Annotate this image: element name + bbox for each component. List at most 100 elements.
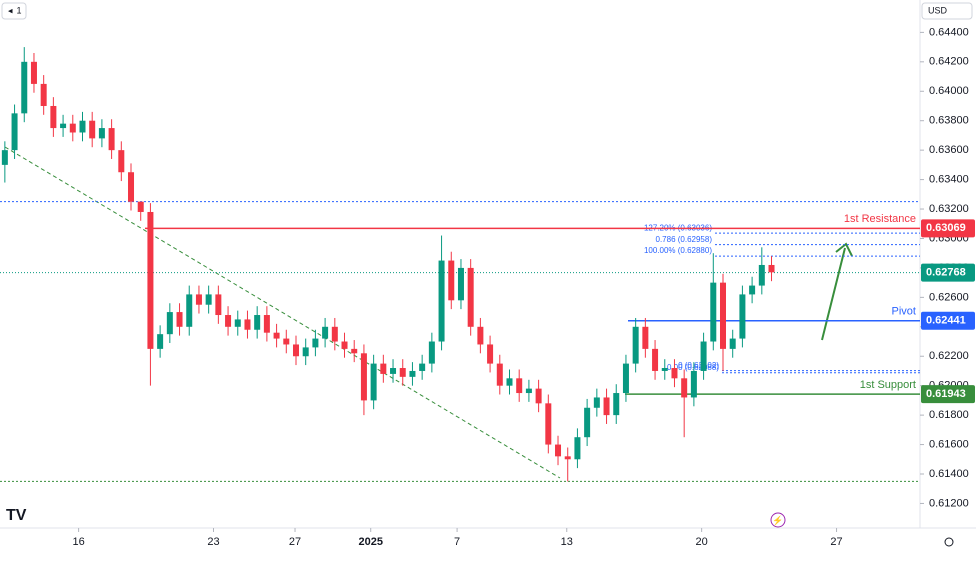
candle-body xyxy=(758,264,765,286)
candle-body xyxy=(729,338,736,349)
x-tick-label: 13 xyxy=(561,536,573,548)
x-tick-label: 27 xyxy=(289,536,301,548)
candle-body xyxy=(98,128,105,139)
y-tick-label: 0.64400 xyxy=(929,26,969,38)
settings-icon[interactable] xyxy=(944,537,954,547)
x-tick-label: 16 xyxy=(72,536,84,548)
y-tick-label: 0.63400 xyxy=(929,173,969,185)
candle-body xyxy=(215,294,222,316)
x-tick-label: 27 xyxy=(830,536,842,548)
candle-body xyxy=(671,368,678,379)
interval[interactable]: 1 xyxy=(16,5,21,15)
candle-body xyxy=(11,113,18,151)
level-value: 0.61943 xyxy=(926,388,966,400)
interval-box[interactable] xyxy=(1,2,27,20)
fib-label: 100.00% (0.62880) xyxy=(644,246,712,255)
y-tick-label: 0.64200 xyxy=(929,56,969,68)
fib-label: 0.786 (0.62958) xyxy=(656,235,713,244)
candle-body xyxy=(69,123,76,133)
y-tick-label: 0.63800 xyxy=(929,115,969,127)
candle-body xyxy=(564,456,571,460)
x-tick-label: 20 xyxy=(696,536,708,548)
level-box xyxy=(921,219,975,238)
fib-label: 0.00 (0.62088) xyxy=(667,363,719,372)
candle-body xyxy=(128,172,135,202)
candle-body xyxy=(273,332,280,339)
candle-body xyxy=(642,326,649,349)
y-tick-label: 0.61200 xyxy=(929,497,969,509)
candle-body xyxy=(506,378,513,386)
level-box xyxy=(921,311,975,330)
candle-body xyxy=(312,338,319,348)
y-tick-label: 0.62600 xyxy=(929,291,969,303)
candle-body xyxy=(283,338,290,345)
level-name: 1st Resistance xyxy=(844,213,916,225)
candle-body xyxy=(118,150,125,173)
current-price-box xyxy=(921,263,975,282)
event-icon-glyph: ⚡ xyxy=(772,514,783,526)
candle-body xyxy=(584,407,591,438)
candle-body xyxy=(205,294,212,305)
candle-body xyxy=(79,120,86,133)
candle-body xyxy=(448,260,455,301)
x-tick-label: 7 xyxy=(454,536,460,548)
candle-body xyxy=(710,282,717,342)
y-tick-label: 0.63600 xyxy=(929,144,969,156)
candle-body xyxy=(225,315,232,327)
candle-body xyxy=(739,294,746,339)
y-tick-label: 0.62200 xyxy=(929,350,969,362)
currency-box[interactable] xyxy=(921,2,973,20)
candle-body xyxy=(768,264,775,273)
candle-body xyxy=(166,312,173,335)
candle-body xyxy=(700,341,707,371)
candle-body xyxy=(89,120,96,139)
candle-body xyxy=(487,344,494,364)
candle-body xyxy=(535,388,542,404)
candle-body xyxy=(409,370,416,377)
candle-body xyxy=(477,326,484,345)
candle-body xyxy=(292,344,299,357)
candle-body xyxy=(244,319,251,330)
candle-body xyxy=(555,444,562,457)
candle-body xyxy=(438,260,445,342)
candle-body xyxy=(593,397,600,408)
candle-body xyxy=(719,282,726,349)
candle-body xyxy=(622,363,629,394)
candle-body xyxy=(467,267,474,327)
candle-body xyxy=(30,61,37,84)
current-price-value: 0.62768 xyxy=(926,267,966,279)
candle-body xyxy=(652,348,659,371)
candle-body xyxy=(603,397,610,416)
candle-body xyxy=(254,315,261,330)
candle-body xyxy=(574,437,581,460)
candle-body xyxy=(21,61,28,114)
candle-body xyxy=(690,370,697,398)
candle-body xyxy=(195,294,202,305)
candle-body xyxy=(186,294,193,327)
candle-body xyxy=(176,312,183,327)
candle-body xyxy=(749,285,756,295)
candle-body xyxy=(613,393,620,416)
candle-body xyxy=(157,334,164,349)
candle-body xyxy=(360,353,367,401)
level-value: 0.63069 xyxy=(926,222,966,234)
event-icon[interactable] xyxy=(770,512,786,528)
candle-body xyxy=(147,211,154,349)
candle-body xyxy=(681,378,688,398)
candle-body xyxy=(496,363,503,386)
candle-body xyxy=(370,363,377,401)
candle-body xyxy=(661,368,668,371)
candle-body xyxy=(263,315,270,333)
level-name: Pivot xyxy=(892,306,916,318)
candle-body xyxy=(322,326,329,339)
candle-body xyxy=(390,368,397,374)
candle-body xyxy=(428,341,435,364)
candle-body xyxy=(545,403,552,445)
x-tick-label: 23 xyxy=(207,536,219,548)
candle-body xyxy=(331,326,338,342)
arrow xyxy=(821,242,853,341)
currency[interactable]: USD xyxy=(928,5,948,15)
logo[interactable]: TV xyxy=(6,507,27,524)
candle-body xyxy=(50,105,57,129)
